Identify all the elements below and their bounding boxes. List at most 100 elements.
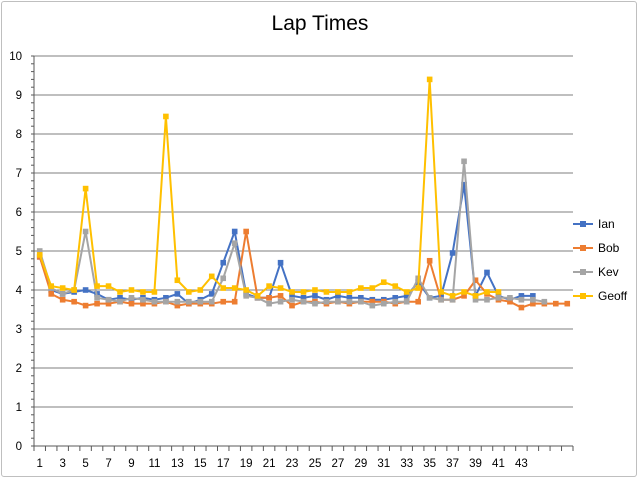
data-point (277, 259, 284, 266)
data-point (472, 296, 479, 303)
data-point (415, 298, 421, 305)
data-point (289, 293, 295, 299)
legend-label: Ian (598, 217, 615, 231)
data-point (243, 293, 249, 299)
data-point (518, 293, 525, 299)
y-tick-label: 10 (9, 51, 22, 63)
x-tick-label: 35 (423, 458, 436, 470)
x-tick-label: 23 (286, 458, 299, 470)
data-point (208, 298, 215, 305)
axes (31, 55, 574, 451)
data-point (48, 291, 55, 297)
legend-label: Kev (598, 265, 619, 279)
x-tick-label: 37 (446, 458, 459, 470)
x-tick-label: 3 (59, 458, 65, 470)
data-point (186, 298, 192, 305)
data-point (36, 252, 43, 258)
data-point (300, 298, 307, 305)
data-point (82, 185, 89, 192)
data-point (140, 300, 146, 307)
data-point (358, 295, 364, 301)
data-point (495, 289, 502, 295)
data-point (312, 293, 318, 299)
data-point (220, 275, 227, 282)
gridlines (34, 55, 573, 408)
data-point (426, 257, 433, 264)
data-point (163, 298, 169, 305)
data-point (59, 296, 66, 303)
data-point (461, 158, 467, 165)
data-point (461, 293, 467, 299)
data-point (403, 293, 410, 299)
data-point (208, 291, 215, 297)
data-point (346, 289, 353, 295)
data-point (392, 298, 399, 305)
data-point (323, 289, 330, 295)
x-tick-label: 21 (263, 458, 276, 470)
data-point (289, 296, 295, 303)
data-point (105, 296, 112, 303)
data-point (220, 285, 227, 291)
legend-item-geoff: Geoff (573, 289, 628, 303)
x-tick-label: 13 (171, 458, 184, 470)
data-point (163, 113, 169, 120)
data-point (484, 269, 490, 276)
legend-label: Geoff (598, 289, 628, 303)
data-point (461, 181, 467, 188)
data-point (128, 287, 135, 293)
legend-marker (580, 221, 586, 227)
data-point (449, 250, 456, 256)
y-tick-label: 1 (16, 402, 22, 414)
data-point (335, 289, 341, 295)
data-point (449, 293, 456, 299)
y-tick-label: 5 (16, 246, 22, 258)
data-point (277, 298, 284, 305)
data-point (403, 289, 410, 295)
chart-title: Lap Times (271, 12, 369, 35)
data-point (518, 304, 525, 311)
data-point (59, 291, 66, 297)
data-point (231, 228, 238, 235)
data-point (346, 295, 353, 301)
data-point (266, 283, 272, 289)
data-point (186, 289, 192, 295)
data-point (140, 289, 146, 295)
data-point (300, 295, 307, 301)
data-point (484, 296, 490, 303)
legend-marker (580, 245, 586, 251)
data-point (358, 285, 364, 291)
x-tick-label: 41 (492, 458, 505, 470)
data-point (415, 285, 421, 291)
data-point (277, 293, 284, 299)
data-point (323, 298, 330, 305)
data-point (105, 300, 112, 307)
data-point (197, 287, 204, 293)
data-point (197, 298, 204, 305)
data-point (48, 283, 55, 289)
data-point (71, 287, 77, 293)
x-tick-label: 11 (148, 458, 160, 470)
data-point (564, 300, 571, 307)
x-tick-label: 9 (128, 458, 134, 470)
x-tick-label: 39 (469, 458, 482, 470)
x-axis-ticks: 1 3 5 7 9 11 13 15 17 19 21 23 25 27 29 31 33 35 37 39 41 43 (37, 458, 528, 470)
x-tick-label: 25 (309, 458, 322, 470)
data-point (231, 298, 238, 305)
data-point (208, 273, 215, 280)
data-point (277, 285, 284, 291)
x-tick-label: 17 (217, 458, 230, 470)
data-point (117, 295, 123, 301)
y-tick-label: 0 (16, 441, 22, 453)
data-point (174, 298, 181, 305)
data-point (243, 287, 249, 293)
data-point (461, 289, 467, 295)
y-axis-ticks: 0 1 2 3 4 5 6 7 8 9 10 (9, 51, 22, 453)
data-point (289, 289, 295, 295)
data-point (231, 240, 238, 246)
data-point (403, 298, 410, 305)
data-point (59, 285, 66, 291)
data-point (151, 289, 158, 295)
data-point (380, 279, 387, 285)
